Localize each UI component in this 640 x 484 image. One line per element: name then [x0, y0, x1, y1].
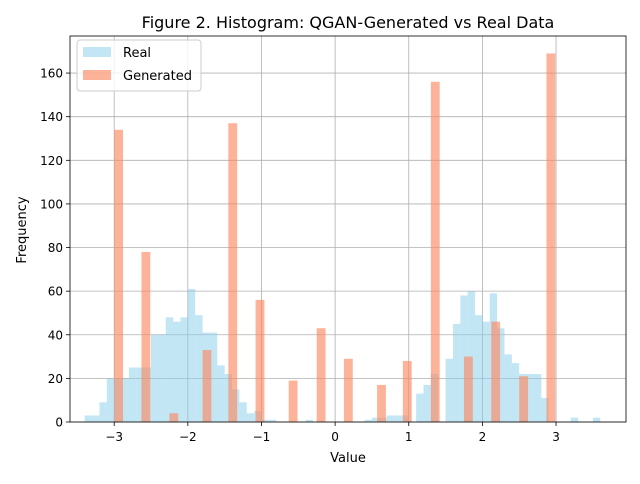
histogram-bar-generated [430, 81, 440, 423]
histogram-bar-real [92, 415, 100, 422]
x-tick-label: −1 [253, 430, 271, 444]
chart-title: Figure 2. Histogram: QGAN-Generated vs R… [142, 13, 555, 32]
histogram-bar-real [504, 354, 512, 422]
histogram-bar-real [533, 374, 542, 422]
histogram-bar-generated [169, 413, 179, 422]
histogram-bar-generated [228, 123, 238, 423]
histogram-bar-real [136, 367, 144, 422]
series-generated [114, 53, 556, 423]
histogram-bar-real [84, 415, 93, 422]
histogram-bar-real [482, 321, 490, 422]
histogram-bar-real [209, 332, 218, 422]
histogram-bar-generated [402, 360, 412, 422]
histogram-bar-generated [519, 376, 529, 422]
histogram-bar-real [173, 321, 181, 422]
histogram-bar-real [592, 417, 601, 422]
histogram-bar-real [394, 415, 402, 422]
legend-label-generated: Generated [123, 69, 192, 84]
y-tick-label: 0 [55, 416, 63, 430]
histogram-bar-real [165, 317, 174, 422]
histogram-bar-generated [114, 129, 124, 422]
histogram-bar-real [121, 378, 129, 422]
x-tick-label: −3 [105, 430, 123, 444]
histogram-bar-real [364, 419, 372, 422]
x-tick-label: 0 [331, 430, 339, 444]
histogram-bar-real [151, 334, 159, 422]
histogram-bar-real [128, 367, 137, 422]
histogram-bar-real [195, 315, 203, 422]
y-tick-label: 80 [48, 241, 63, 255]
histogram-bar-generated [491, 321, 501, 422]
histogram-bar-generated [288, 380, 298, 422]
histogram-bar-real [497, 328, 505, 422]
y-tick-label: 160 [40, 67, 63, 81]
histogram-bar-real [570, 417, 579, 422]
legend-swatch-generated [83, 70, 111, 80]
histogram-bar-generated [316, 328, 326, 422]
histogram-bar-real [268, 419, 277, 422]
legend: Real Generated [76, 39, 202, 92]
histogram-bar-real [511, 363, 520, 422]
histogram-bar-generated [141, 251, 151, 422]
histogram-bar-generated [463, 356, 473, 422]
histogram-bar-real [99, 402, 107, 422]
x-axis-label: Value [330, 451, 366, 466]
y-tick-label: 140 [40, 110, 63, 124]
legend-label-real: Real [123, 46, 151, 61]
histogram-bar-generated [377, 384, 386, 422]
y-tick-label: 120 [40, 154, 63, 168]
histogram-bar-real [224, 374, 233, 422]
x-tick-label: 3 [552, 430, 560, 444]
x-axis-ticks: −3 −2 −1 0 1 2 3 [105, 422, 560, 444]
histogram-bar-real [371, 417, 380, 422]
y-tick-label: 20 [48, 372, 63, 386]
histogram-bar-generated [343, 358, 353, 422]
histogram-bar-real [106, 378, 115, 422]
histogram-bar-real [246, 413, 255, 422]
histogram-bar-real [386, 415, 395, 422]
x-tick-label: 2 [479, 430, 487, 444]
histogram-bar-real [445, 358, 453, 422]
x-tick-label: −2 [179, 430, 197, 444]
x-tick-label: 1 [405, 430, 413, 444]
histogram-bar-real [452, 323, 461, 422]
histogram-bar-real [423, 384, 431, 422]
histogram-bar-real [416, 393, 424, 422]
y-tick-label: 60 [48, 285, 63, 299]
histogram-bar-real [239, 402, 247, 422]
y-tick-label: 40 [48, 328, 63, 342]
histogram-bar-real [217, 365, 225, 422]
y-axis-ticks: 0 20 40 60 80 100 120 140 160 [40, 67, 70, 430]
histogram-bar-real [187, 288, 196, 422]
histogram-bar-generated [546, 53, 556, 423]
histogram-bar-generated [255, 299, 265, 422]
histogram-bar-real [526, 374, 534, 422]
histogram-bar-real [305, 419, 314, 422]
histogram-bar-real [541, 398, 549, 422]
histogram-bar-generated [202, 350, 212, 422]
histogram-bar-real [180, 317, 188, 422]
plot-frame [69, 35, 627, 423]
bars-layer [84, 53, 601, 423]
y-tick-label: 100 [40, 197, 63, 211]
y-axis-label: Frequency [15, 196, 30, 263]
histogram-bar-real [475, 315, 483, 422]
histogram-bar-real [261, 419, 269, 422]
legend-swatch-real [83, 47, 111, 57]
histogram-bar-real [158, 334, 166, 422]
